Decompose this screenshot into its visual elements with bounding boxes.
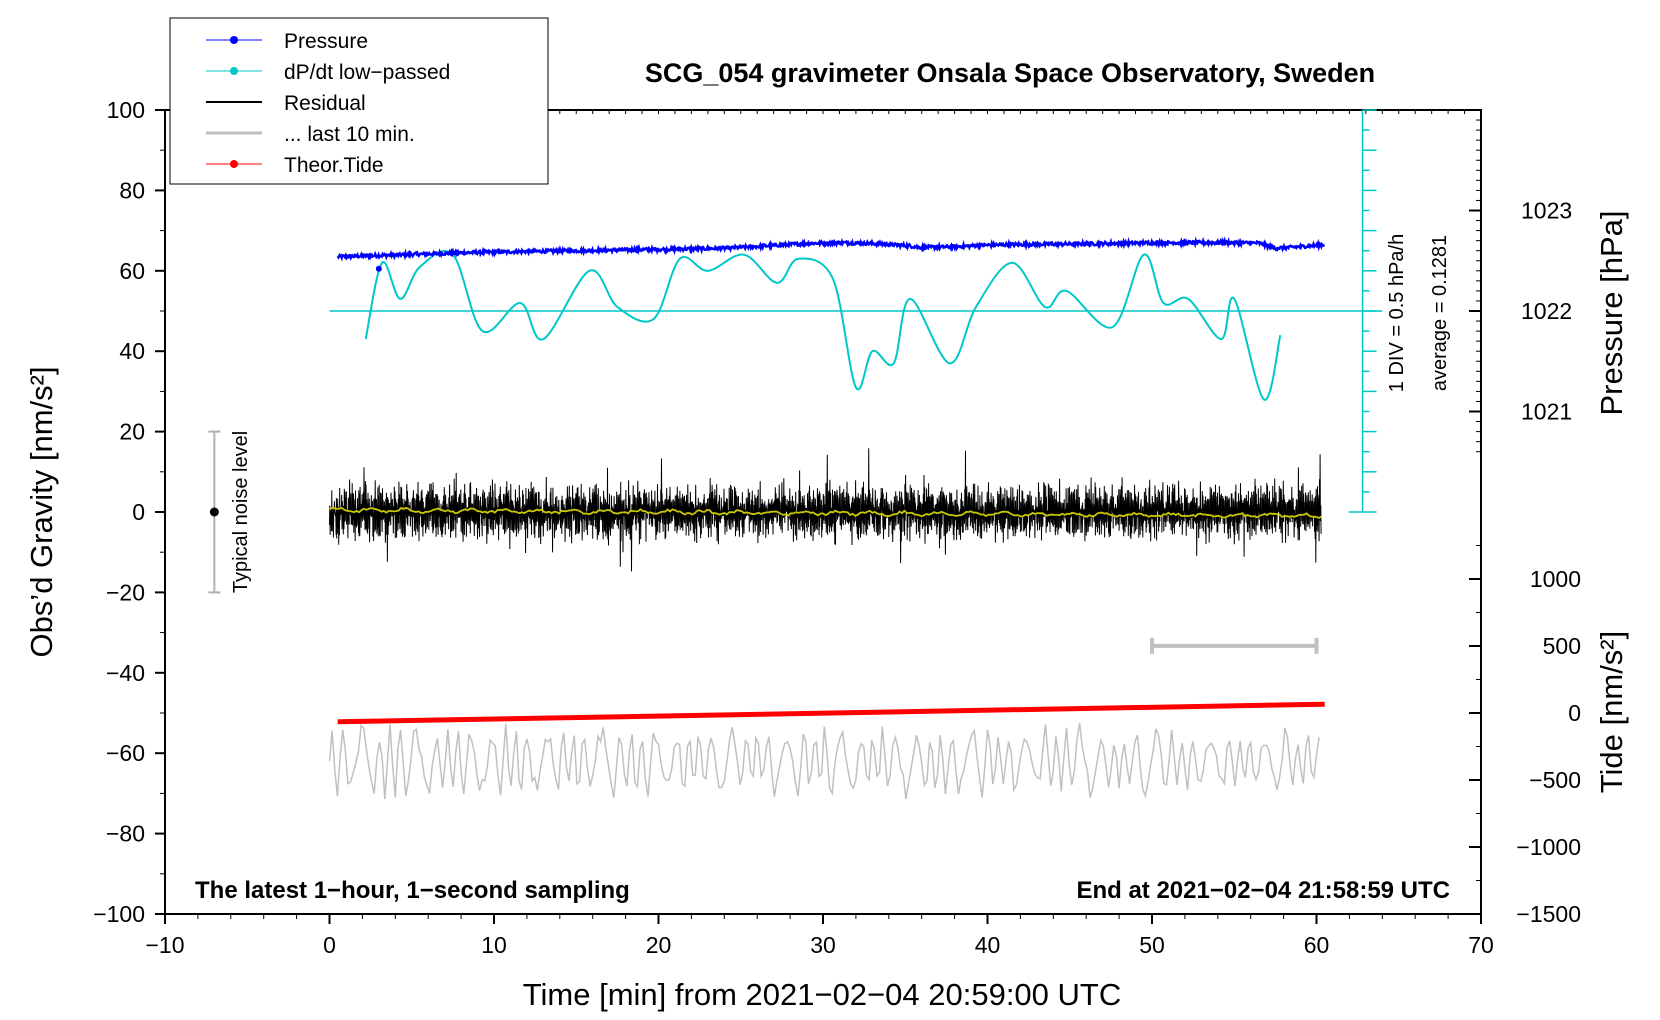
pressure-series (336, 236, 1325, 262)
legend-label-dpdt: dP/dt low−passed (284, 61, 450, 84)
legend: Pressure dP/dt low−passed Residual ... l… (169, 17, 549, 185)
pressure-tick-label: 1022 (1521, 298, 1572, 324)
tide-tick-label: −1000 (1516, 834, 1581, 860)
residual-series (329, 448, 1322, 572)
tide-tick-label: −500 (1529, 767, 1581, 793)
tide-tick-label: 500 (1543, 633, 1581, 659)
legend-marker-dpdt (230, 67, 238, 75)
pressure-tick-label: 1021 (1521, 399, 1572, 425)
y-tick-label: −100 (93, 901, 145, 927)
y-axis-pressure: 1023 1022 1021 (1469, 109, 1572, 453)
x-tick-label: −10 (145, 932, 184, 958)
tide-series (337, 701, 1325, 725)
tide-tick-label: −1500 (1516, 901, 1581, 927)
dpdt-series (364, 250, 1282, 401)
x-tick-label: 40 (975, 932, 1001, 958)
pressure-tick-label: 1023 (1521, 198, 1572, 224)
y-tick-label: 20 (119, 419, 145, 445)
footer-left-note: The latest 1−hour, 1−second sampling (195, 877, 630, 904)
div-scale-label: 1 DIV = 0.5 hPa/h (1386, 234, 1408, 392)
y-axis-gravity: 100 80 60 40 20 0 −20 −40 −60 −80 −100 (93, 97, 165, 927)
x-tick-label: 60 (1304, 932, 1330, 958)
legend-marker-pressure (230, 36, 238, 44)
legend-label-last10: ... last 10 min. (284, 123, 415, 146)
y-tick-label: −20 (106, 579, 145, 605)
y-tick-label: −40 (106, 660, 145, 686)
legend-label-residual: Residual (284, 92, 366, 115)
noise-bar-center-dot (209, 507, 219, 517)
footer-right-note: End at 2021−02−04 21:58:59 UTC (1076, 877, 1450, 904)
y-tick-label: 80 (119, 177, 145, 203)
y-tick-label: 40 (119, 338, 145, 364)
legend-marker-tide (230, 160, 238, 168)
y-tick-label: 60 (119, 258, 145, 284)
pressure-spike-point (375, 265, 382, 272)
x-axis: −10 0 10 20 30 40 50 60 70 (145, 110, 1494, 958)
y-axis-title-pressure: Pressure [hPa] (1594, 210, 1629, 415)
x-axis-title: Time [min] from 2021−02−04 20:59:00 UTC (523, 977, 1122, 1012)
y-tick-label: −80 (106, 821, 145, 847)
x-tick-label: 30 (810, 932, 836, 958)
last-10-min-series (328, 723, 1320, 800)
series-layer (328, 236, 1383, 800)
x-tick-label: 0 (323, 932, 336, 958)
noise-level-label: Typical noise level (230, 431, 252, 593)
y-axis-title-gravity: Obs’d Gravity [nm/s²] (24, 366, 59, 657)
x-tick-label: 50 (1139, 932, 1165, 958)
legend-label-pressure: Pressure (284, 30, 368, 53)
x-tick-label: 10 (481, 932, 507, 958)
tide-tick-label: 0 (1568, 700, 1581, 726)
y-tick-label: 100 (107, 97, 145, 123)
y-tick-label: −60 (106, 740, 145, 766)
annotation-layer (208, 109, 1377, 654)
x-tick-label: 20 (646, 932, 672, 958)
y-axis-tide: 1000 500 0 −500 −1000 −1500 (1469, 545, 1581, 927)
y-tick-label: 0 (132, 499, 145, 525)
y-axis-title-tide: Tide [nm/s²] (1594, 631, 1629, 794)
chart-title: SCG_054 gravimeter Onsala Space Observat… (645, 58, 1375, 88)
residual-smoothed-series (329, 506, 1322, 519)
x-tick-label: 70 (1468, 932, 1494, 958)
legend-label-tide: Theor.Tide (284, 154, 384, 177)
tide-tick-label: 1000 (1530, 566, 1581, 592)
average-label: average = 0.1281 (1429, 235, 1451, 391)
